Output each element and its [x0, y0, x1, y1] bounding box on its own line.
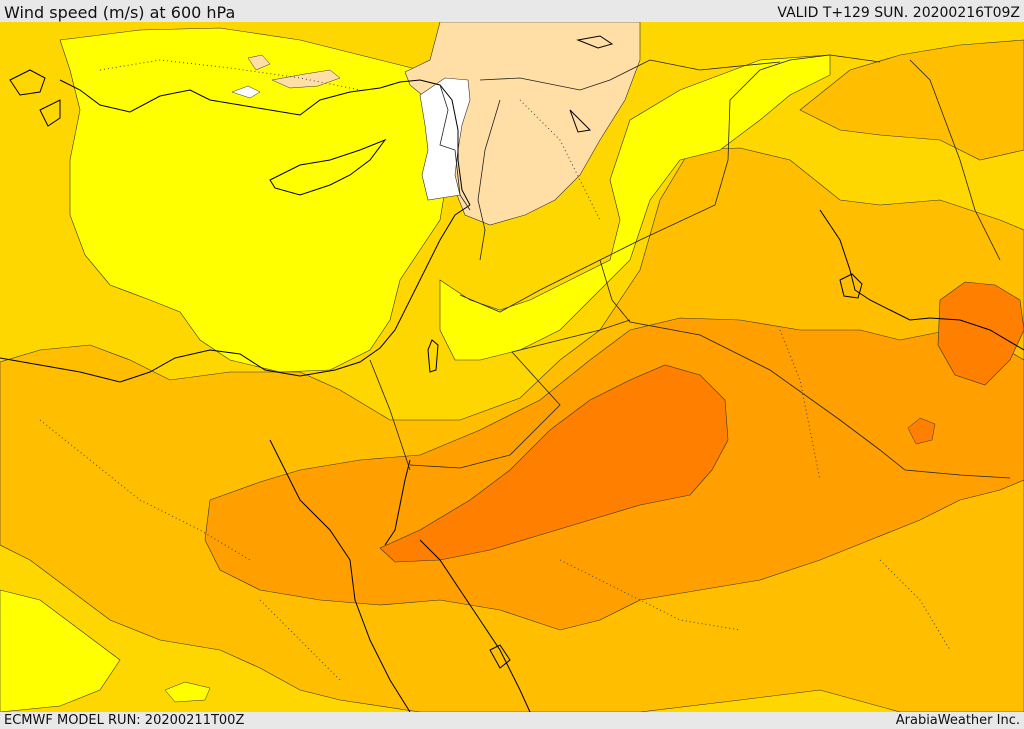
band-lt6	[419, 77, 471, 201]
isotachs-dotted	[39, 59, 951, 681]
wind-speed-map[interactable]	[0, 22, 1024, 712]
borders	[369, 54, 1011, 479]
coastlines	[0, 35, 1024, 712]
band-21-24-small	[907, 417, 936, 445]
band-6-9-small-b	[247, 54, 271, 71]
model-run: ECMWF MODEL RUN: 20200211T00Z	[4, 713, 245, 728]
band-9-12-southwest	[0, 589, 121, 712]
band-21-24	[379, 364, 729, 563]
band-9-12-blob	[164, 681, 211, 703]
map-title: Wind speed (m/s) at 600 hPa	[4, 3, 236, 22]
map-footer: ECMWF MODEL RUN: 20200211T00Z ArabiaWeat…	[0, 712, 1024, 729]
map-canvas	[0, 22, 1024, 712]
band-lt6-small	[231, 85, 261, 99]
band-15-18-north	[799, 39, 1024, 161]
band-9-12-west	[59, 27, 451, 373]
band-9-12-central	[439, 54, 831, 361]
map-header: Wind speed (m/s) at 600 hPa VALID T+129 …	[0, 0, 1024, 22]
valid-time: VALID T+129 SUN. 20200216T09Z	[777, 5, 1020, 21]
credit: ArabiaWeather Inc.	[895, 713, 1020, 728]
band-21-24-east	[937, 281, 1024, 386]
